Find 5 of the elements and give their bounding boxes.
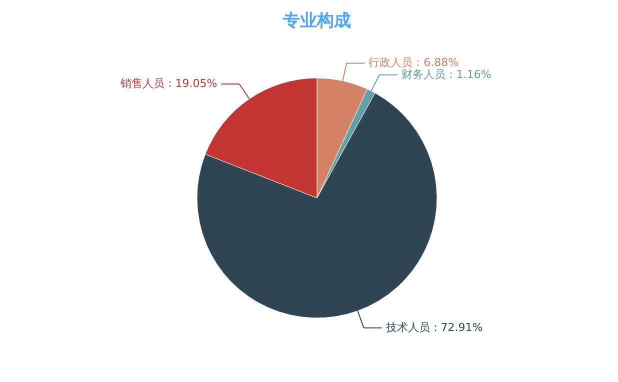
chart-title: 专业构成	[282, 11, 351, 31]
slice-label: 技术人员：72.91%	[384, 320, 483, 334]
slice-label: 财务人员：1.16%	[401, 68, 492, 81]
slice-label: 销售人员：19.05%	[119, 76, 218, 90]
slice-label: 行政人员：6.88%	[368, 56, 459, 70]
